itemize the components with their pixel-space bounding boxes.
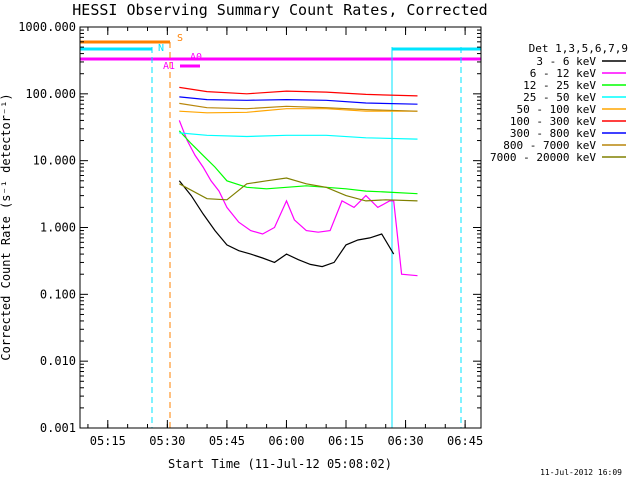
- y-axis: 0.001 0.010 0.100 1.000 10.000 100.000 1000.00…: [18, 20, 481, 435]
- y-axis-label: Corrected Count Rate (s⁻¹ detector⁻¹): [0, 93, 13, 360]
- series-line-9: [179, 177, 418, 202]
- y-tick-label: 100.000: [25, 87, 76, 101]
- segment-label: A0: [190, 52, 202, 63]
- legend-label: 300 - 800 keV: [510, 127, 596, 140]
- timestamp: 11-Jul-2012 16:09: [540, 468, 622, 477]
- series-line-7: [179, 96, 418, 105]
- x-tick-label: 06:15: [328, 434, 364, 448]
- y-tick-label: 0.010: [40, 354, 76, 368]
- x-axis-label: Start Time (11-Jul-12 05:08:02): [168, 457, 392, 471]
- chart-title: HESSI Observing Summary Count Rates, Cor…: [72, 1, 487, 19]
- series-line-4: [179, 132, 418, 140]
- y-tick-label: 0.100: [40, 287, 76, 301]
- x-tick-label: 05:30: [149, 434, 185, 448]
- y-tick-label: 1000.000: [18, 20, 76, 34]
- x-tick-label: 05:45: [209, 434, 245, 448]
- plot-frame: [79, 26, 482, 429]
- x-tick-label: 06:00: [268, 434, 304, 448]
- legend-title: Det 1,3,5,6,7,9: [529, 42, 628, 55]
- segment-markers: S N A1 A0: [80, 33, 481, 72]
- legend-label: 7000 - 20000 keV: [490, 151, 596, 164]
- x-axis: 05:15 05:30 05:45 06:00 06:15 06:30 06:45: [87, 27, 483, 448]
- y-tick-label: 1.000: [40, 221, 76, 235]
- series-line-6: [179, 86, 418, 97]
- series-line-3: [178, 130, 418, 195]
- x-tick-label: 05:15: [90, 434, 126, 448]
- segment-label: S: [177, 33, 183, 44]
- legend-label: 12 - 25 keV: [523, 79, 596, 92]
- y-tick-label: 0.001: [40, 421, 76, 435]
- y-tick-label: 10.000: [33, 154, 76, 168]
- legend-label: 25 - 50 keV: [523, 91, 596, 104]
- x-tick-label: 06:45: [447, 434, 483, 448]
- legend-label: 6 - 12 keV: [530, 67, 597, 80]
- legend-label: 800 - 7000 keV: [503, 139, 596, 152]
- legend-label: 100 - 300 keV: [510, 115, 596, 128]
- series-line-8: [179, 102, 418, 112]
- x-tick-label: 06:30: [388, 434, 424, 448]
- series-line-5: [179, 108, 418, 114]
- legend-label: 3 - 6 keV: [536, 55, 596, 68]
- series-line-1: [178, 180, 395, 268]
- series-group: [178, 86, 418, 277]
- segment-label: N: [158, 43, 164, 54]
- series-line-2: [178, 120, 418, 277]
- segment-label: A1: [163, 61, 175, 72]
- legend-label: 50 - 100 keV: [517, 103, 597, 116]
